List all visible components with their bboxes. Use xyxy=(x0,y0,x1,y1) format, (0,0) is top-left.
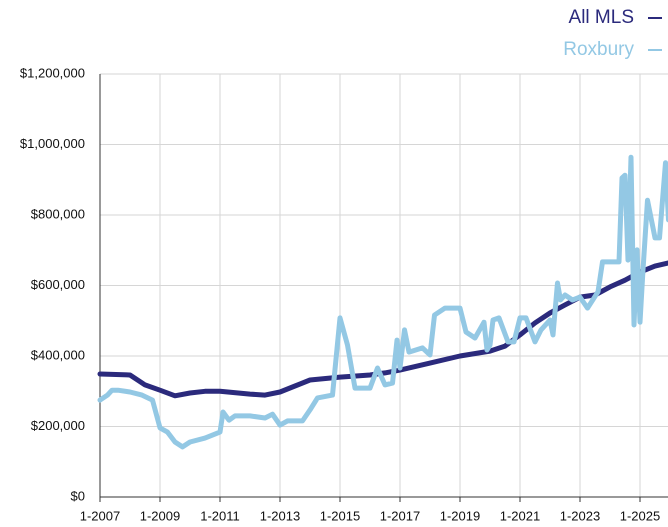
y-tick-label: $400,000 xyxy=(31,347,85,362)
x-tick-label: 1-2023 xyxy=(560,508,600,523)
x-tick-label: 1-2009 xyxy=(140,508,180,523)
x-tick-label: 1-2011 xyxy=(200,508,240,523)
y-tick-label: $800,000 xyxy=(31,206,85,221)
x-tick-label: 1-2007 xyxy=(80,508,120,523)
x-tick-label: 1-2019 xyxy=(440,508,480,523)
legend-label: Roxbury xyxy=(563,39,634,60)
line xyxy=(97,154,668,450)
y-tick-label: $0 xyxy=(71,488,85,503)
y-tick-label: $1,000,000 xyxy=(20,136,85,151)
x-tick-label: 1-2015 xyxy=(320,508,360,523)
y-tick-label: $200,000 xyxy=(31,418,85,433)
x-tick-label: 1-2017 xyxy=(380,508,420,523)
x-tick-label: 1-2013 xyxy=(260,508,300,523)
line xyxy=(97,260,668,399)
y-tick-label: $600,000 xyxy=(31,277,85,292)
x-tick-label: 1-2025 xyxy=(620,508,660,523)
legend-label: All MLS xyxy=(569,7,634,28)
x-tick-label: 1-2021 xyxy=(500,508,540,523)
y-tick-label: $1,200,000 xyxy=(20,65,85,80)
